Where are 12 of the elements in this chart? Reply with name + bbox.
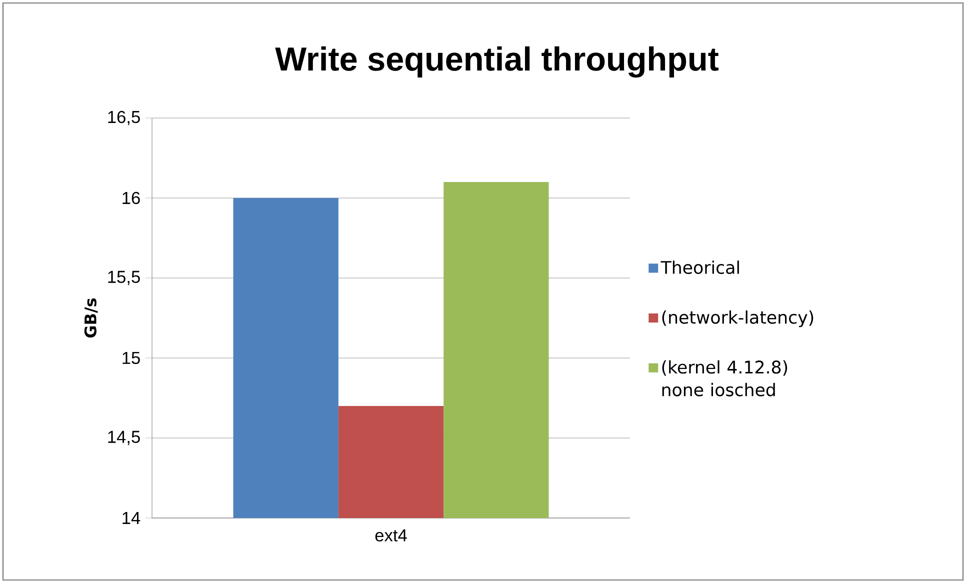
legend-label: (network-latency): [662, 310, 814, 328]
chart-title: Write sequential throughput: [275, 46, 719, 78]
y-tick-label: 16,5: [108, 110, 140, 126]
y-tick-label: 15,5: [108, 270, 140, 286]
y-tick-label: 14,5: [108, 430, 140, 446]
x-tick-label: ext4: [375, 529, 407, 542]
y-tick-label: 15: [122, 352, 140, 364]
y-tick-label: 14: [122, 512, 140, 524]
legend-label: Theorical: [660, 260, 739, 274]
y-tick-label: 16: [122, 192, 140, 204]
legend-label: (kernel 4.12.8) none iosched: [662, 360, 788, 396]
y-axis-title: GB/s: [84, 298, 98, 338]
